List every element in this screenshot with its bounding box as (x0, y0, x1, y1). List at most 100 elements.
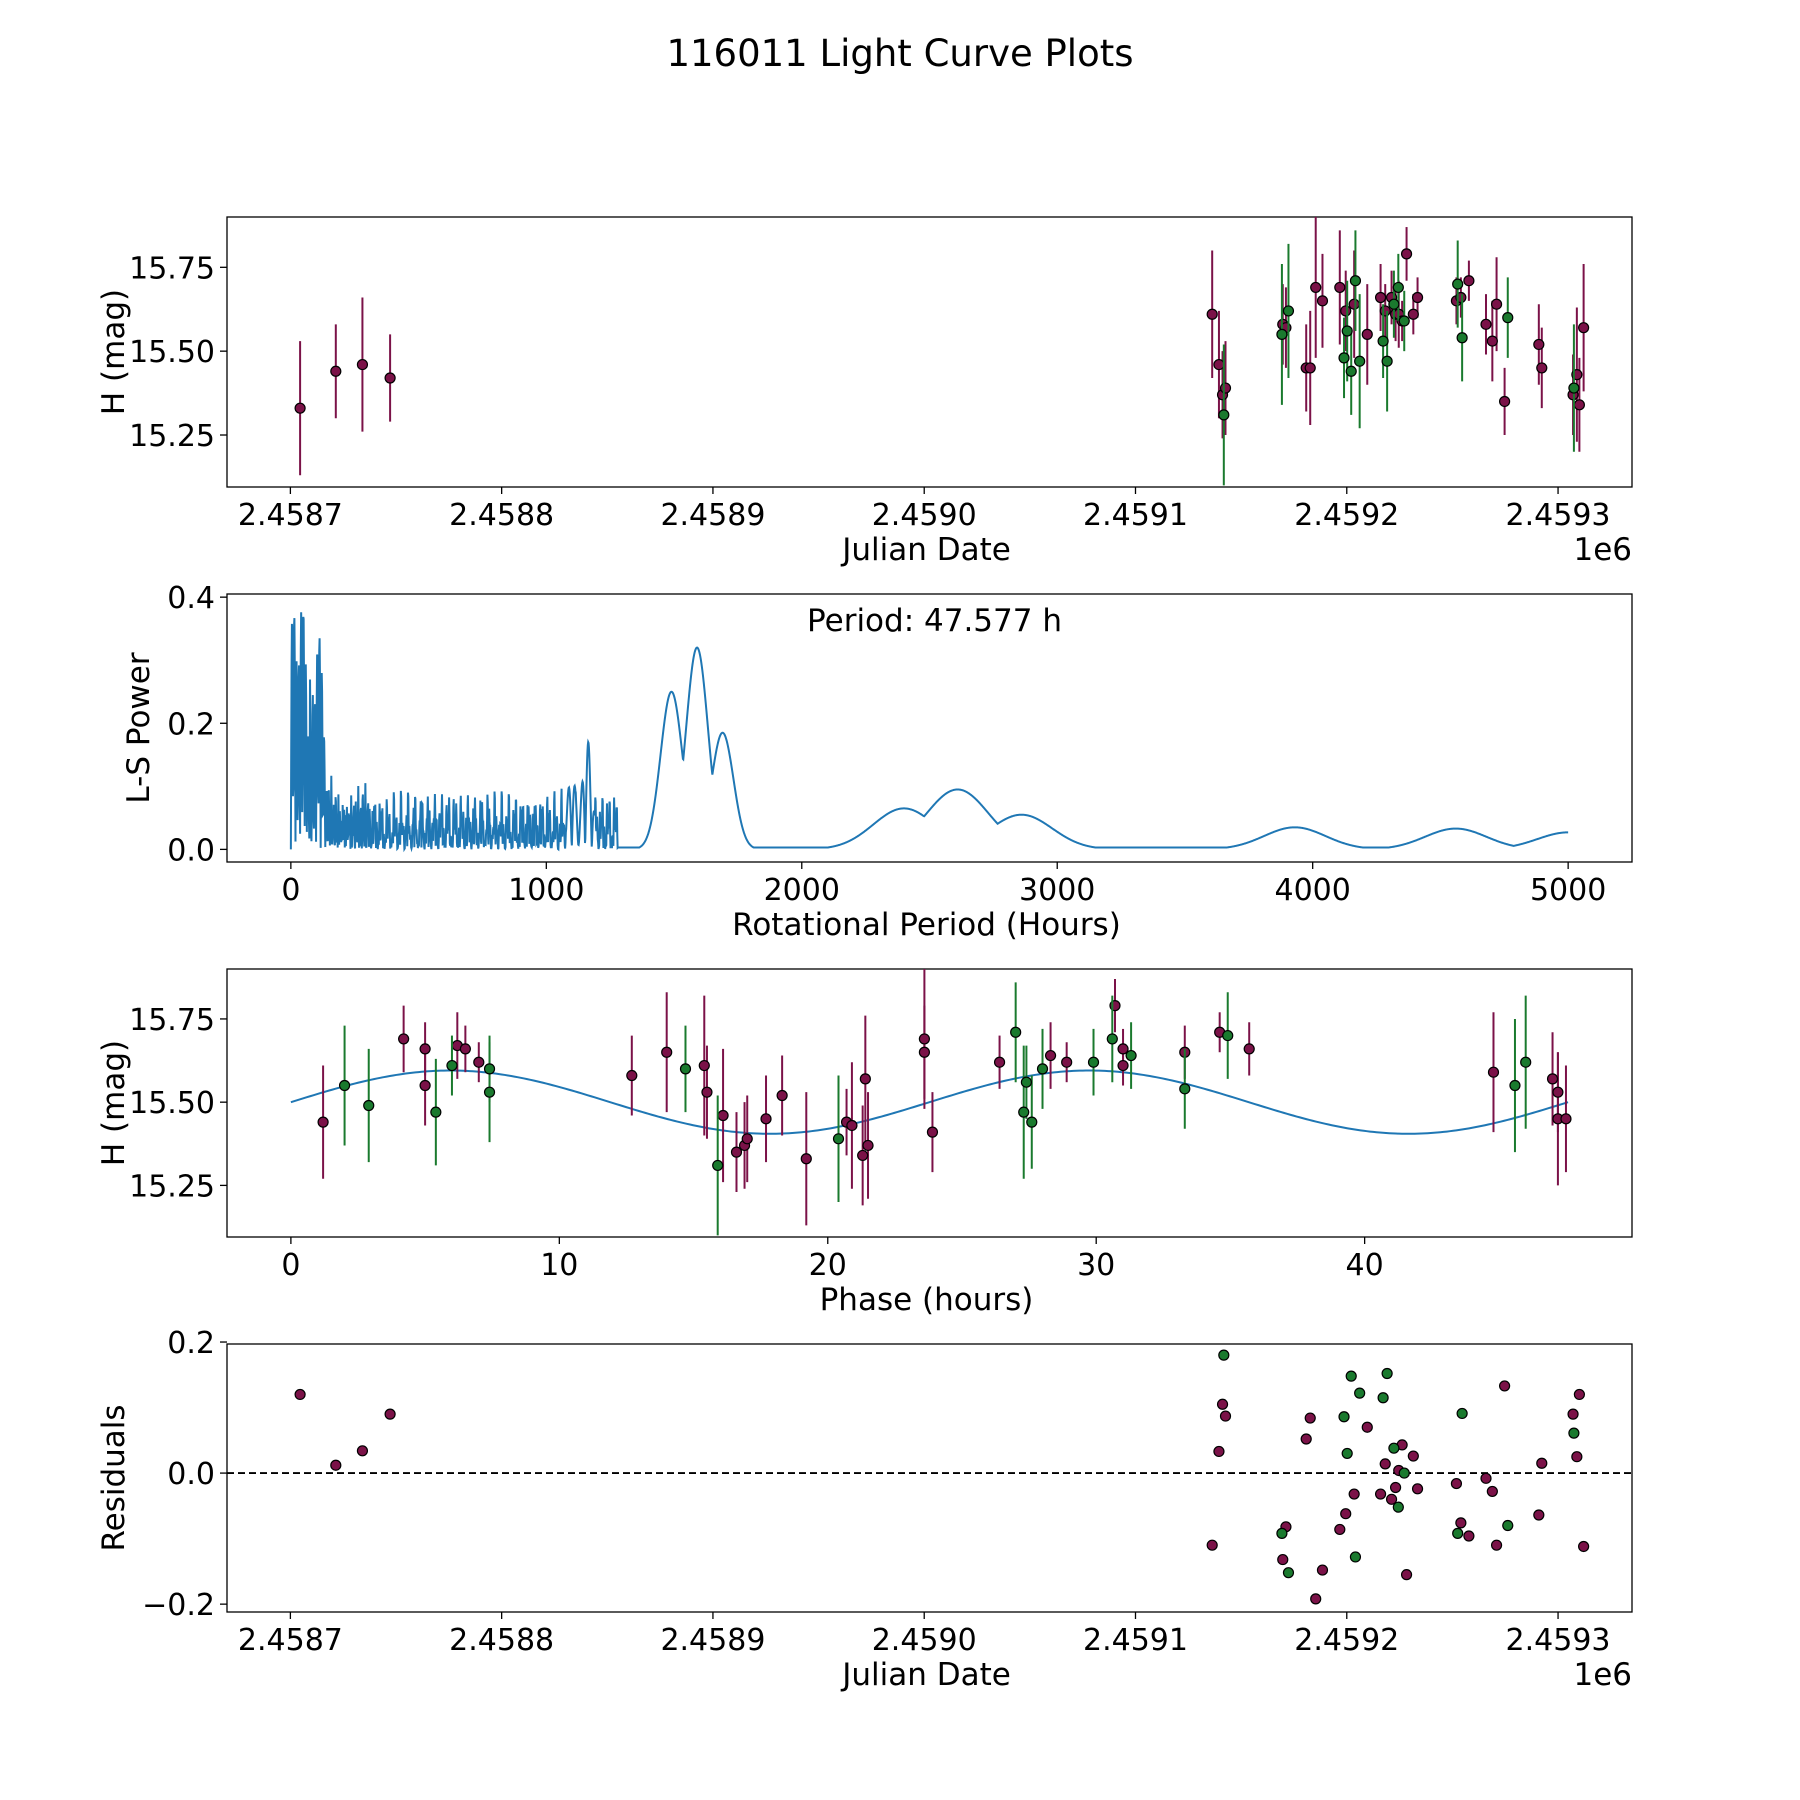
residuals-data-point (1213, 1445, 1225, 1458)
phase_fold-data-point (800, 1153, 812, 1165)
lightcurve-x-tick-label: 2.4592 (1294, 498, 1399, 533)
residuals-data-point (1450, 1477, 1463, 1490)
phase_fold-plot-area (290, 969, 1572, 1236)
residuals-data-point (384, 1408, 396, 1420)
residuals-x-tick-label: 2.4587 (238, 1623, 343, 1658)
phase_fold-x-axis-label: Phase (hours) (820, 1282, 1034, 1318)
phase_fold-axes-frame (226, 968, 1633, 1238)
periodogram-x-tick-label: 1000 (508, 873, 584, 908)
residuals-y-tick-label: 0.0 (167, 1457, 215, 1492)
residuals-data-point (1345, 1370, 1357, 1382)
phase_fold-data-point (862, 1139, 874, 1152)
phase_fold-y-tick-label: 15.50 (129, 1086, 215, 1121)
phase_fold-data-point (741, 1133, 753, 1145)
lightcurve-data-point (330, 365, 342, 377)
lightcurve-data-point (1536, 362, 1548, 374)
phase_fold-x-tick-label: 20 (809, 1248, 847, 1283)
phase_fold-data-point (1087, 1056, 1100, 1068)
phase_fold-data-point (698, 1059, 710, 1072)
lightcurve-data-point (1379, 305, 1391, 317)
lightcurve-x-tick-label: 2.4593 (1506, 498, 1611, 533)
lightcurve-data-point (384, 372, 396, 384)
phase_fold-data-point (1509, 1079, 1521, 1092)
residuals-y-axis-label: Residuals (96, 1404, 132, 1551)
residuals-data-point (1348, 1488, 1360, 1500)
lightcurve-data-point (294, 402, 306, 414)
residuals-data-point (1452, 1527, 1464, 1539)
lightcurve-data-point (1502, 312, 1514, 324)
lightcurve-data-point (1282, 305, 1295, 317)
phase_fold-data-point (483, 1063, 496, 1075)
phase_fold-data-point (679, 1063, 692, 1075)
phase_fold-data-point (730, 1146, 743, 1158)
phase_fold-data-point (1125, 1049, 1137, 1062)
residuals-data-point (1455, 1517, 1467, 1529)
panel-lightcurve: 2.4587 2.4588 2.4589 2.4590 2.4591 2.4592 2.45… (96, 216, 1633, 568)
phase_fold-data-point (1036, 1063, 1049, 1075)
phase_fold-data-point (459, 1043, 471, 1055)
lightcurve-data-point (1340, 305, 1352, 317)
lightcurve-plot-area (294, 217, 1590, 486)
residuals-x-tick-label: 2.4592 (1294, 1623, 1399, 1658)
lightcurve-y-tick-label: 15.50 (129, 335, 215, 370)
lightcurve-axes-frame (226, 216, 1633, 488)
residuals-data-point (1310, 1593, 1322, 1605)
lightcurve-data-point (1411, 291, 1424, 304)
residuals-data-point (1411, 1483, 1424, 1495)
residuals-y-tick-label: −0.2 (142, 1588, 215, 1623)
phase_fold-data-point (1560, 1113, 1572, 1125)
residuals-data-point (1341, 1447, 1353, 1460)
phase_fold-data-point (846, 1119, 858, 1132)
residuals-data-point (1398, 1467, 1410, 1479)
residuals-data-point (1361, 1421, 1373, 1433)
residuals-data-point (1216, 1398, 1229, 1410)
lightcurve-data-point (1486, 335, 1498, 347)
residuals-x-offset-label: 1e6 (1573, 1657, 1632, 1693)
lightcurve-data-point (356, 358, 369, 371)
lightcurve-data-point (1392, 281, 1404, 294)
lightcurve-data-point (1407, 308, 1419, 320)
lightcurve-data-point (1463, 275, 1475, 287)
periodogram-x-tick-label: 0 (281, 873, 300, 908)
residuals-plot-area (227, 1349, 1632, 1605)
lightcurve-data-point (1213, 358, 1225, 371)
residuals-x-tick-label: 2.4593 (1506, 1623, 1611, 1658)
residuals-data-point (1381, 1367, 1393, 1380)
lightcurve-data-point (1381, 355, 1393, 367)
lightcurve-series-g-band (1218, 230, 1580, 486)
phase_fold-data-point (1222, 1029, 1234, 1042)
periodogram-axes-frame (226, 593, 1633, 863)
phase_fold-data-point (317, 1116, 329, 1128)
residuals-data-point (1568, 1427, 1580, 1439)
residuals-data-point (1392, 1501, 1404, 1513)
periodogram-plot-area (289, 612, 1569, 853)
residuals-data-point (1300, 1433, 1312, 1445)
phase_fold-data-point (1106, 1033, 1118, 1045)
periodogram-y-tick-label: 0.4 (167, 581, 215, 616)
lightcurve-data-point (1206, 308, 1218, 320)
residuals-data-point (1571, 1451, 1583, 1463)
residuals-data-point (1276, 1527, 1288, 1539)
residuals-data-point (294, 1388, 306, 1401)
residuals-data-point (1480, 1472, 1492, 1484)
lightcurve-data-point (1452, 278, 1464, 290)
phase_fold-x-tick-label: 30 (1077, 1248, 1115, 1283)
phase_fold-data-point (363, 1099, 375, 1112)
residuals-x-tick-label: 2.4590 (872, 1623, 977, 1658)
residuals-data-point (1377, 1392, 1389, 1404)
lightcurve-y-tick-label: 15.75 (129, 251, 215, 286)
lightcurve-data-point (1578, 322, 1590, 334)
phase_fold-x-tick-label: 10 (540, 1248, 578, 1283)
lightcurve-data-point (1498, 395, 1511, 408)
residuals-data-point (1389, 1481, 1402, 1494)
phase_fold-data-point (760, 1113, 772, 1125)
phase_fold-data-point (430, 1106, 442, 1118)
phase_fold-data-point (993, 1056, 1006, 1068)
residuals-data-point (356, 1445, 369, 1457)
phase_fold-data-point (1010, 1026, 1022, 1038)
lightcurve-x-offset-label: 1e6 (1573, 532, 1632, 568)
periodogram-x-tick-label: 3000 (1019, 873, 1095, 908)
residuals-data-point (1385, 1493, 1398, 1505)
residuals-data-point (1354, 1387, 1366, 1399)
lightcurve-y-axis-label: H (mag) (96, 289, 132, 415)
